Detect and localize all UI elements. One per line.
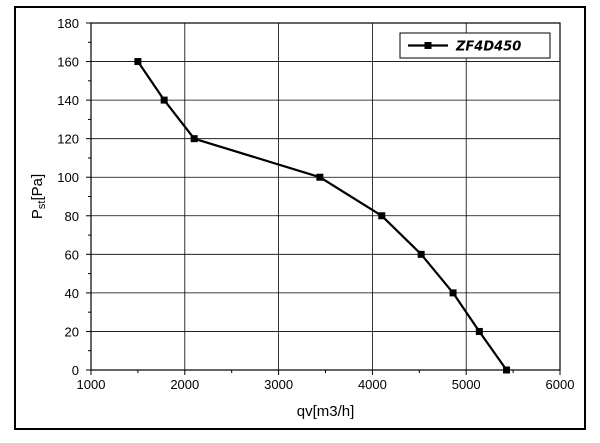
data-point-marker (475, 327, 483, 335)
data-point-marker (417, 250, 425, 258)
series (134, 58, 511, 374)
x-tick-label: 3000 (264, 377, 293, 392)
y-tick-label: 100 (57, 170, 79, 185)
data-point-marker (316, 173, 324, 181)
legend-label: ZF4D450 (455, 40, 521, 55)
data-point-marker (134, 58, 142, 66)
data-point-marker (160, 96, 168, 104)
y-tick-label: 120 (57, 132, 79, 147)
y-axis-title-unit: [Pa] (29, 174, 46, 201)
axis-ticks (86, 22, 561, 375)
x-tick-label: 5000 (452, 377, 481, 392)
x-axis-title: qv[m3/h] (297, 403, 355, 420)
chart-frame (14, 6, 586, 430)
tick-labels: 1000 2000 3000 4000 5000 6000 0 20 40 60 80 100 120 1… (57, 16, 574, 392)
y-axis-title-main: P (29, 209, 46, 219)
y-tick-label: 140 (57, 93, 79, 108)
y-tick-label: 60 (65, 247, 79, 262)
y-tick-label: 80 (65, 209, 79, 224)
data-point-marker (503, 366, 511, 374)
x-tick-label: 1000 (77, 377, 106, 392)
y-tick-label: 160 (57, 55, 79, 70)
y-tick-label: 40 (65, 286, 79, 301)
y-tick-label: 180 (57, 16, 79, 31)
data-point-marker (449, 289, 457, 297)
x-tick-label: 4000 (358, 377, 387, 392)
y-axis-title-sub: st (36, 201, 48, 210)
data-point-marker (378, 212, 386, 220)
legend: ZF4D450 (399, 32, 551, 59)
legend-marker (424, 42, 432, 49)
x-tick-label: 2000 (170, 377, 199, 392)
x-tick-label: 6000 (546, 377, 575, 392)
y-tick-label: 0 (72, 363, 79, 378)
plot-area (90, 22, 561, 371)
y-tick-label: 20 (65, 324, 79, 339)
data-point-marker (190, 135, 198, 143)
grid (91, 23, 560, 370)
y-axis-title: Pst[Pa] (29, 174, 48, 219)
